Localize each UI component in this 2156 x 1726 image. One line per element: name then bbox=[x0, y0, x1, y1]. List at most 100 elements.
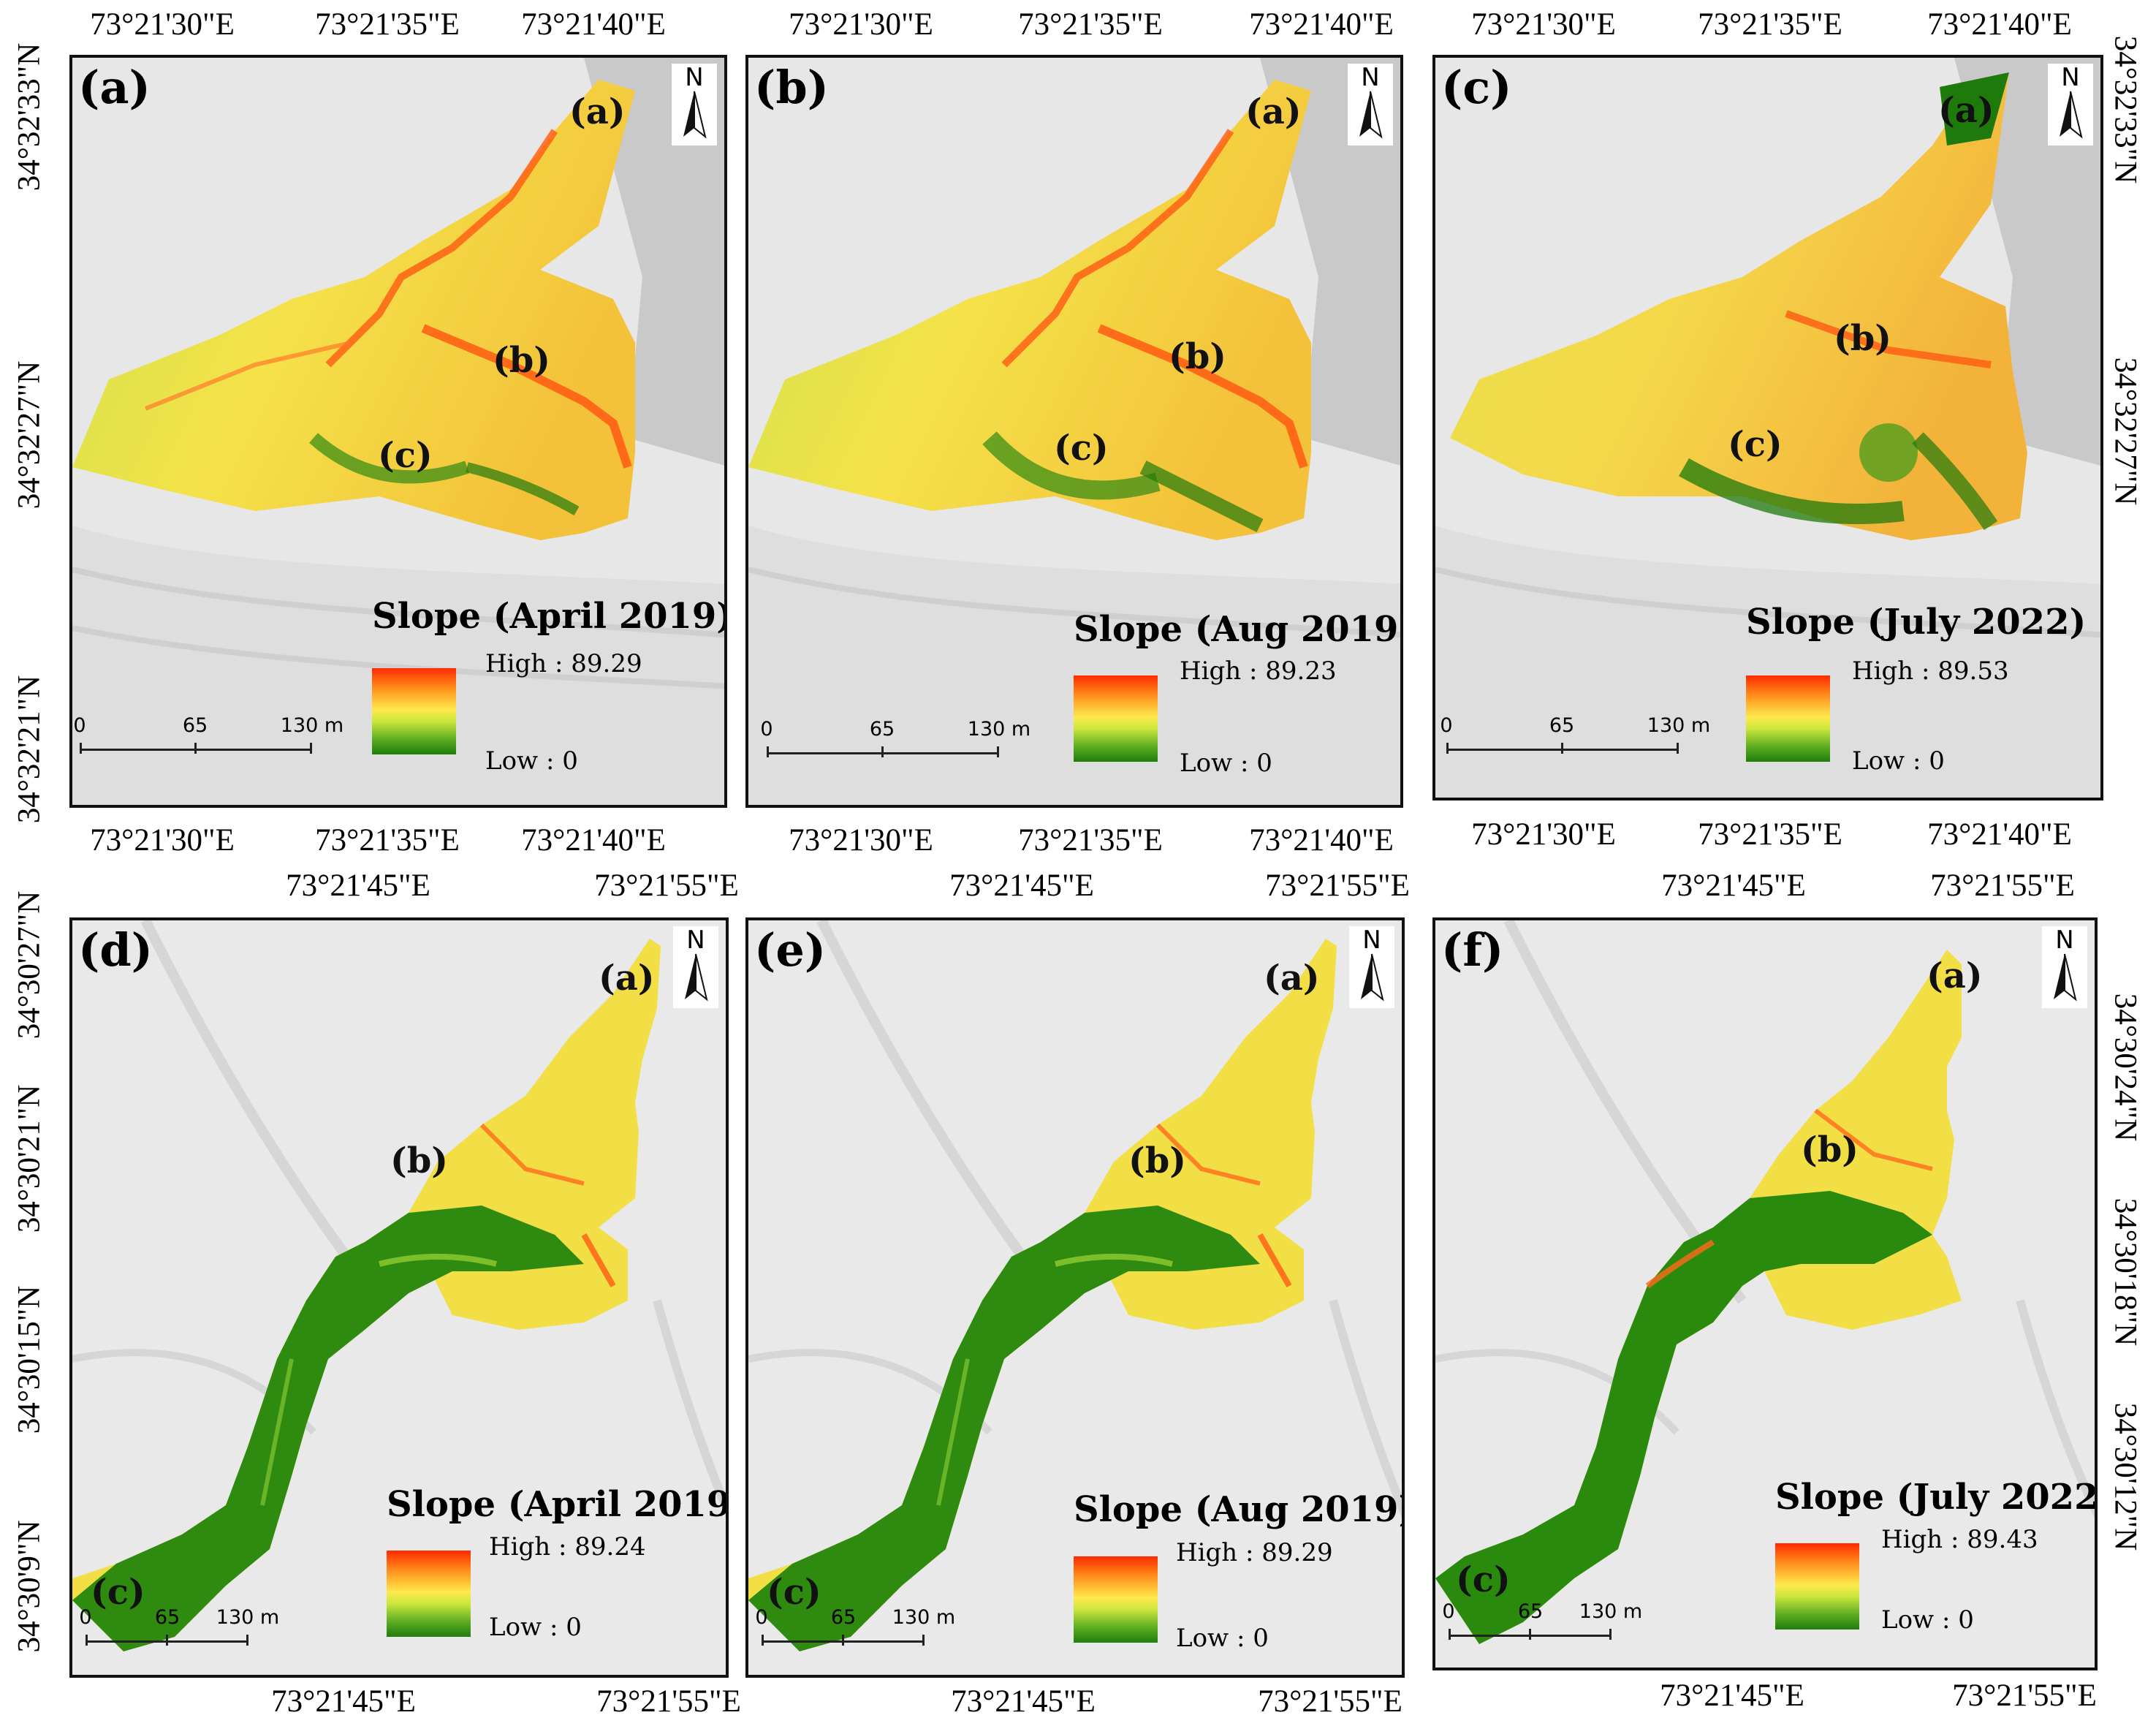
top-lon-label: 73°21'55"E bbox=[1930, 868, 2075, 903]
panel-label: (a) bbox=[78, 61, 151, 114]
feature-label-a: (a) bbox=[1938, 90, 1994, 131]
right-lat-label: 34°32'27"N bbox=[2108, 357, 2143, 506]
legend-low-value: Low : 0 bbox=[1852, 746, 1945, 776]
left-lat-label: 34°32'27"N bbox=[12, 360, 47, 510]
bottom-lon-label: 73°21'45"E bbox=[1660, 1678, 1804, 1713]
top-lon-label: 73°21'35"E bbox=[315, 7, 460, 42]
north-arrow-icon: N bbox=[2042, 926, 2087, 1008]
bottom-lon-label: 73°21'35"E bbox=[315, 823, 460, 858]
legend-low-value: Low : 0 bbox=[485, 746, 578, 776]
feature-label-c: (c) bbox=[378, 435, 433, 476]
feature-label-c: (c) bbox=[1054, 428, 1109, 469]
bottom-lon-label: 73°21'45"E bbox=[271, 1684, 416, 1719]
legend-high-value: High : 89.29 bbox=[1176, 1538, 1333, 1567]
map-panel-b: (b) (a) (b) (c) N Slope (Aug 2019) High … bbox=[745, 55, 1403, 808]
north-arrow-icon: N bbox=[2048, 64, 2093, 145]
legend-low-value: Low : 0 bbox=[1180, 749, 1272, 778]
feature-label-a: (a) bbox=[1245, 91, 1302, 132]
right-lat-label: 34°30'18"N bbox=[2108, 1197, 2143, 1347]
map-panel-d: (d) (a) (b) (c) N Slope (April 2019) Hig… bbox=[69, 917, 729, 1678]
top-lon-label: 73°21'45"E bbox=[1661, 868, 1806, 903]
top-lon-label: 73°21'40"E bbox=[1249, 7, 1394, 42]
slope-color-ramp bbox=[1746, 675, 1830, 762]
north-arrow-icon: N bbox=[1348, 64, 1393, 145]
legend-low-value: Low : 0 bbox=[489, 1613, 582, 1642]
legend-high-value: High : 89.24 bbox=[489, 1532, 646, 1562]
left-lat-label: 34°30'27"N bbox=[12, 890, 47, 1040]
top-lon-label: 73°21'35"E bbox=[1018, 7, 1163, 42]
legend-title: Slope (Aug 2019) bbox=[1074, 1489, 1405, 1530]
slope-color-ramp bbox=[1775, 1543, 1859, 1630]
left-lat-label: 34°32'21"N bbox=[12, 675, 47, 824]
legend-low-value: Low : 0 bbox=[1176, 1624, 1269, 1653]
top-lon-label: 73°21'30"E bbox=[1471, 7, 1616, 42]
panel-label: (d) bbox=[78, 923, 153, 977]
bottom-lon-label: 73°21'40"E bbox=[521, 823, 666, 858]
scale-bar: 0 65 130 m bbox=[760, 719, 1030, 763]
right-lat-label: 34°32'33"N bbox=[2108, 35, 2143, 184]
slope-color-ramp bbox=[1074, 1556, 1158, 1643]
left-lat-label: 34°30'15"N bbox=[12, 1285, 47, 1434]
right-lat-label: 34°30'12"N bbox=[2108, 1402, 2143, 1551]
top-lon-label: 73°21'30"E bbox=[789, 7, 933, 42]
bottom-lon-label: 73°21'30"E bbox=[789, 823, 933, 858]
bottom-lon-label: 73°21'30"E bbox=[90, 823, 235, 858]
feature-label-c: (c) bbox=[767, 1572, 821, 1613]
feature-label-c: (c) bbox=[1456, 1559, 1511, 1600]
map-panel-c: (c) (a) (b) (c) N Slope (July 2022) High… bbox=[1432, 55, 2103, 800]
feature-label-c: (c) bbox=[91, 1572, 145, 1613]
hillshade-map bbox=[1435, 920, 2095, 1668]
north-arrow-icon: N bbox=[673, 926, 718, 1008]
legend-low-value: Low : 0 bbox=[1881, 1605, 1974, 1635]
feature-label-b: (b) bbox=[493, 340, 550, 381]
north-arrow-icon: N bbox=[1349, 926, 1394, 1008]
feature-label-c: (c) bbox=[1728, 424, 1783, 465]
scale-bar: 0 65 130 m bbox=[755, 1608, 1003, 1651]
left-lat-label: 34°30'21"N bbox=[12, 1084, 47, 1233]
bottom-lon-label: 73°21'40"E bbox=[1249, 823, 1394, 858]
legend-high-value: High : 89.23 bbox=[1180, 656, 1337, 686]
feature-label-b: (b) bbox=[1834, 318, 1891, 359]
top-lon-label: 73°21'55"E bbox=[1265, 868, 1410, 903]
panel-label: (b) bbox=[754, 61, 830, 114]
hillshade-map bbox=[1435, 58, 2100, 798]
scale-bar: 0 65 130 m bbox=[1442, 1602, 1690, 1646]
bottom-lon-label: 73°21'35"E bbox=[1698, 817, 1842, 852]
bottom-lon-label: 73°21'55"E bbox=[596, 1684, 741, 1719]
feature-label-b: (b) bbox=[1801, 1129, 1859, 1170]
legend-title: Slope (July 2022) bbox=[1746, 602, 2087, 643]
legend-title: Slope (July 2022) bbox=[1775, 1477, 2098, 1518]
legend-title: Slope (April 2019) bbox=[387, 1484, 729, 1525]
feature-label-b: (b) bbox=[1128, 1140, 1186, 1181]
feature-label-a: (a) bbox=[1927, 955, 1983, 996]
panel-label: (e) bbox=[754, 923, 827, 977]
left-lat-label: 34°32'33"N bbox=[12, 42, 47, 192]
hillshade-map bbox=[72, 58, 724, 805]
legend-title: Slope (April 2019) bbox=[372, 596, 727, 637]
slope-color-ramp bbox=[1074, 675, 1158, 762]
top-lon-label: 73°21'30"E bbox=[90, 7, 235, 42]
legend-high-value: High : 89.29 bbox=[485, 649, 642, 678]
legend-high-value: High : 89.43 bbox=[1881, 1525, 2038, 1554]
panel-label: (c) bbox=[1441, 61, 1512, 114]
top-lon-label: 73°21'45"E bbox=[949, 868, 1094, 903]
bottom-lon-label: 73°21'40"E bbox=[1927, 817, 2072, 852]
panel-label: (f) bbox=[1441, 923, 1504, 977]
bottom-lon-label: 73°21'55"E bbox=[1258, 1684, 1402, 1719]
scale-bar: 0 65 130 m bbox=[1440, 716, 1710, 760]
feature-label-b: (b) bbox=[390, 1140, 448, 1181]
scale-bar: 0 65 130 m bbox=[73, 716, 343, 760]
scale-bar: 0 65 130 m bbox=[79, 1608, 327, 1651]
bottom-lon-label: 73°21'55"E bbox=[1952, 1678, 2097, 1713]
map-panel-a: (a) (a) (b) (c) N Slope (April 2019) Hig… bbox=[69, 55, 727, 808]
feature-label-b: (b) bbox=[1169, 336, 1226, 377]
map-panel-f: (f) (a) (b) (c) N Slope (July 2022) High… bbox=[1432, 917, 2098, 1670]
legend-high-value: High : 89.53 bbox=[1852, 656, 2009, 686]
map-panel-e: (e) (a) (b) (c) N Slope (Aug 2019) High … bbox=[745, 917, 1405, 1678]
legend-title: Slope (Aug 2019) bbox=[1074, 609, 1403, 650]
north-arrow-icon: N bbox=[672, 64, 717, 145]
hillshade-map bbox=[72, 920, 726, 1675]
hillshade-map bbox=[748, 58, 1400, 805]
slope-color-ramp bbox=[372, 668, 456, 754]
feature-label-a: (a) bbox=[569, 91, 626, 132]
